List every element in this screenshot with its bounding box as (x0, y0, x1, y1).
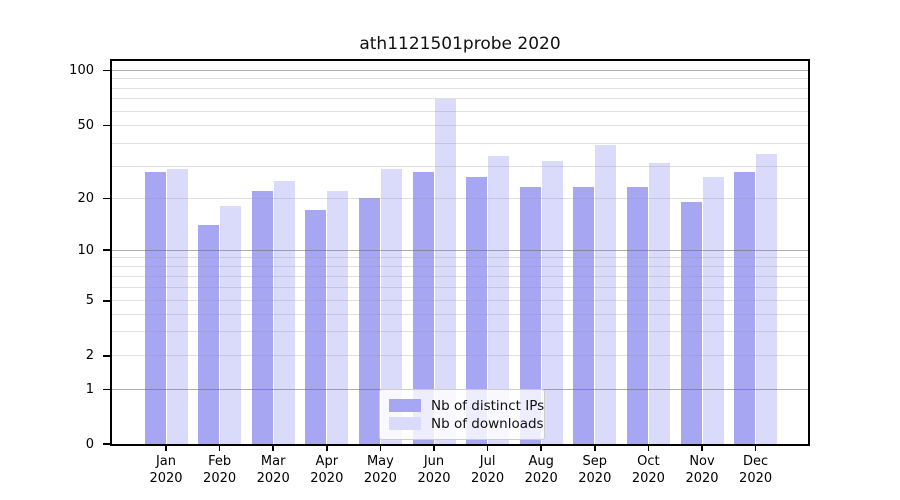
x-tick-mark-feb (218, 446, 221, 451)
legend-label-distinct-ips: Nb of distinct IPs (431, 397, 545, 414)
gridline-y-90 (112, 78, 808, 80)
x-tick-mark-oct (647, 446, 650, 451)
bar-distinct-ips-jun (412, 171, 434, 444)
legend-swatch-distinct-ips (389, 399, 421, 412)
plot-area: Nb of distinct IPs Nb of downloads (110, 59, 810, 446)
y-tick-mark-0 (103, 443, 110, 445)
x-tick-mark-sep (594, 446, 596, 451)
bar-downloads-feb (220, 206, 242, 444)
x-tick-label-jan: Jan 2020 (149, 454, 183, 486)
bar-distinct-ips-apr (305, 210, 327, 444)
x-tick-label-sep: Sep 2020 (578, 454, 612, 486)
bar-distinct-ips-aug (519, 187, 541, 444)
bar-distinct-ips-dec (734, 171, 756, 444)
x-tick-label-dec: Dec 2020 (739, 454, 773, 486)
x-axis: Jan 2020 Feb 2020 Mar 2020 Apr 2020 May 2020 Jun 20… (112, 444, 808, 500)
y-tick-mark-10 (103, 249, 110, 251)
y-tick-label-100: 100 (69, 62, 94, 78)
gridline-y-6 (112, 286, 808, 288)
bar-distinct-ips-nov (680, 202, 702, 444)
x-tick-label-mar: Mar 2020 (256, 454, 290, 486)
y-tick-label-1: 1 (85, 381, 94, 397)
y-tick-mark-2 (103, 354, 110, 357)
y-tick-label-5: 5 (85, 293, 94, 309)
x-tick-mark-mar (272, 446, 274, 451)
bar-downloads-sep (595, 145, 617, 444)
bar-downloads-nov (702, 177, 724, 444)
gridline-y-9 (112, 257, 808, 259)
legend-row-distinct-ips: Nb of distinct IPs (389, 397, 544, 414)
bar-distinct-ips-oct (626, 187, 648, 444)
bar-downloads-may (380, 168, 402, 444)
y-tick-mark-100 (103, 69, 110, 72)
x-tick-mark-jul (486, 446, 489, 451)
gridline-y-20 (112, 197, 808, 199)
x-tick-label-jul: Jul 2020 (471, 454, 505, 486)
x-tick-label-apr: Apr 2020 (310, 454, 344, 486)
gridline-y-30 (112, 165, 808, 167)
bar-distinct-ips-sep (573, 187, 595, 444)
x-tick-label-nov: Nov 2020 (685, 454, 719, 486)
bar-downloads-dec (756, 153, 778, 444)
legend-swatch-downloads (389, 417, 421, 430)
bar-distinct-ips-mar (251, 190, 273, 444)
x-tick-label-aug: Aug 2020 (524, 454, 558, 486)
x-tick-label-may: May 2020 (363, 454, 397, 486)
gridline-y-60 (112, 110, 808, 112)
x-tick-mark-may (379, 446, 382, 451)
y-tick-label-50: 50 (77, 118, 94, 133)
gridline-y-5 (112, 300, 808, 302)
y-tick-label-2: 2 (85, 348, 94, 364)
y-tick-mark-50 (103, 124, 110, 127)
legend-label-downloads: Nb of downloads (431, 415, 544, 432)
x-tick-label-jun: Jun 2020 (417, 454, 451, 486)
y-tick-label-0: 0 (85, 436, 94, 452)
bar-distinct-ips-may (358, 198, 380, 444)
chart-title: ath1121501probe 2020 (359, 34, 561, 54)
x-tick-label-feb: Feb 2020 (203, 454, 237, 486)
x-tick-mark-jun (433, 446, 435, 451)
gridline-y-70 (112, 98, 808, 100)
gridline-y-40 (112, 142, 808, 144)
legend: Nb of distinct IPs Nb of downloads (379, 389, 545, 440)
gridline-y-100 (112, 69, 808, 71)
gridline-y-10 (112, 249, 808, 251)
x-tick-label-oct: Oct 2020 (631, 454, 665, 486)
bar-downloads-jun (434, 98, 456, 444)
y-tick-label-20: 20 (77, 190, 94, 206)
bar-distinct-ips-jan (144, 171, 166, 444)
y-axis: 0 1 2 5 10 20 50 100 (0, 61, 112, 452)
y-tick-mark-20 (103, 197, 110, 200)
x-tick-mark-jan (165, 446, 167, 451)
bar-downloads-mar (273, 180, 295, 444)
gridline-y-7 (112, 275, 808, 277)
gridline-y-50 (112, 125, 808, 126)
bar-downloads-jul (488, 156, 510, 444)
bar-downloads-apr (327, 190, 349, 444)
x-tick-mark-apr (326, 446, 328, 451)
gridline-y-2 (112, 355, 808, 357)
x-tick-mark-aug (540, 446, 542, 451)
y-tick-label-10: 10 (77, 242, 94, 258)
gridline-y-8 (112, 265, 808, 267)
bar-downloads-aug (541, 160, 563, 444)
legend-row-downloads: Nb of downloads (389, 415, 544, 432)
bar-downloads-oct (648, 163, 670, 444)
y-tick-mark-5 (103, 299, 110, 302)
gridline-y-3 (112, 330, 808, 332)
y-tick-mark-1 (103, 388, 110, 391)
bar-downloads-jan (166, 168, 188, 444)
bar-distinct-ips-jul (466, 177, 488, 444)
x-tick-mark-dec (754, 446, 757, 451)
gridline-y-4 (112, 313, 808, 315)
gridline-y-80 (112, 87, 808, 89)
x-tick-mark-nov (701, 446, 703, 451)
